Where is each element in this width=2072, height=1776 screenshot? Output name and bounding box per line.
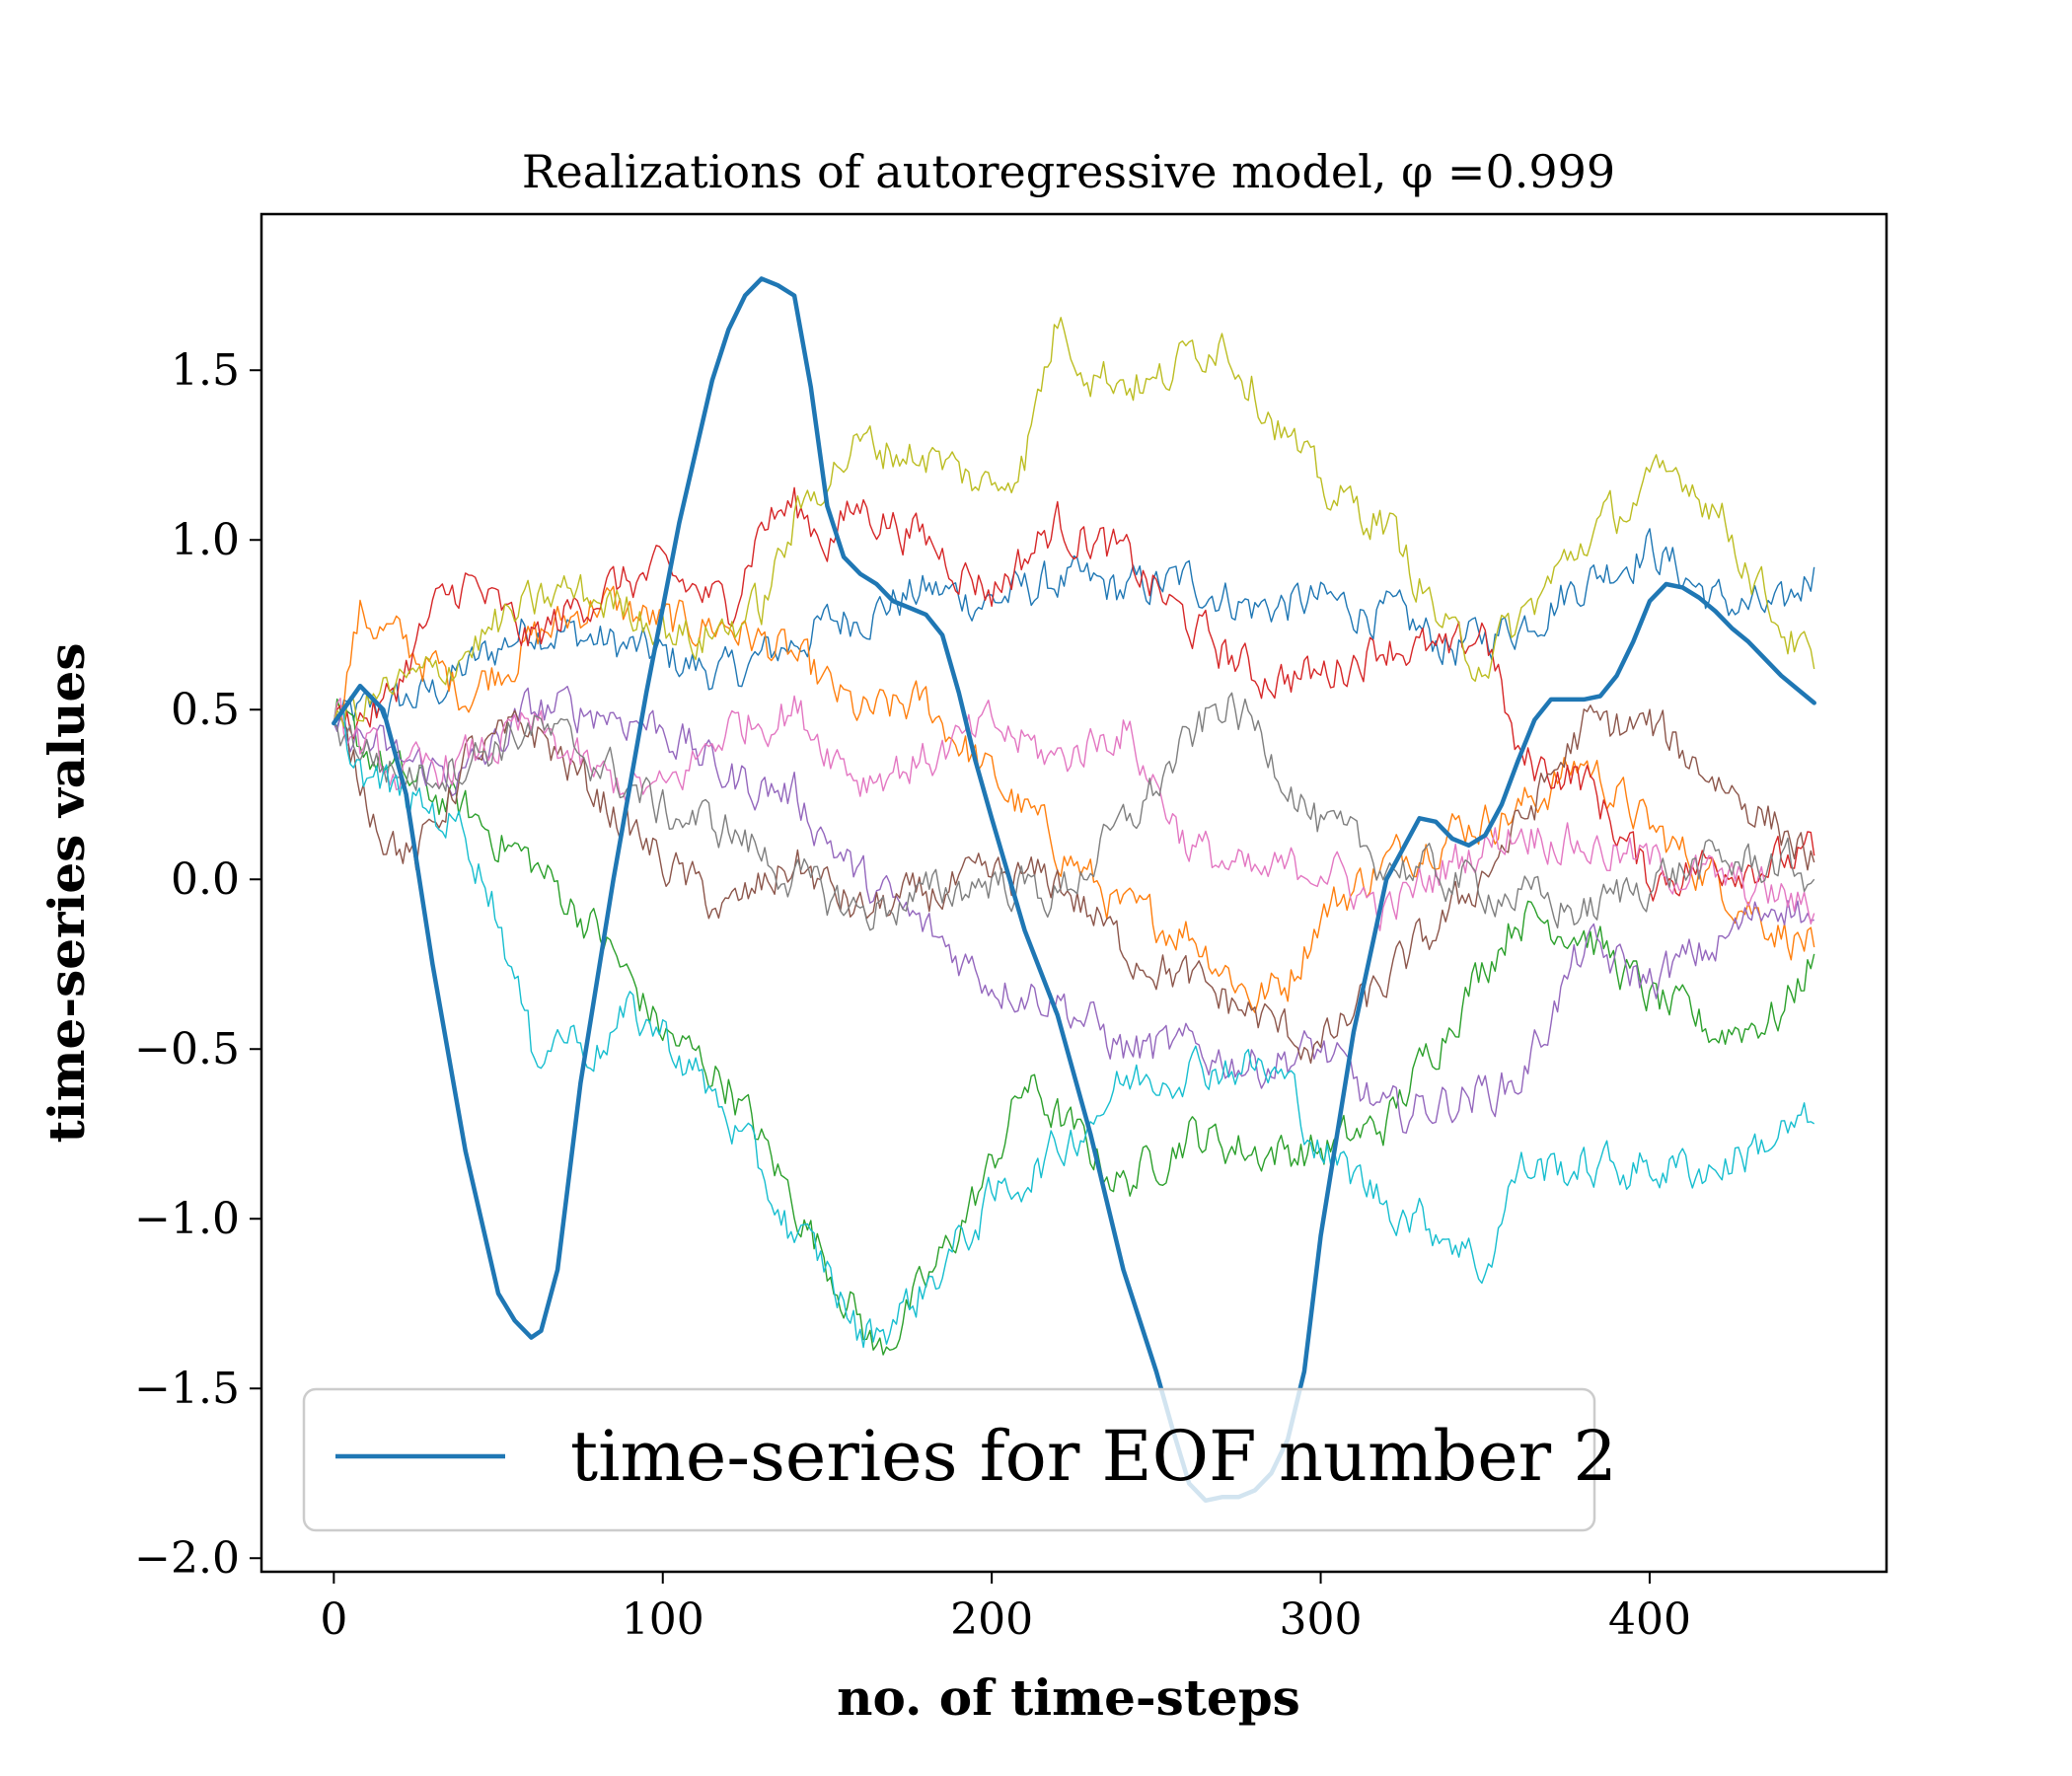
x-tick-label: 300 bbox=[1280, 1594, 1363, 1645]
legend-label: time-series for EOF number 2 bbox=[570, 1416, 1617, 1497]
plot-frame bbox=[259, 212, 1888, 1574]
realization-line-9 bbox=[333, 317, 1815, 727]
realization-line-2 bbox=[333, 585, 1815, 1013]
x-axis-ticks: 0 100 200 300 400 bbox=[320, 1572, 1691, 1645]
y-tick-label: 1.0 bbox=[171, 515, 240, 565]
x-tick-label: 0 bbox=[320, 1594, 347, 1645]
y-tick-label: 0.5 bbox=[171, 685, 240, 735]
x-axis-label: no. of time-steps bbox=[837, 1668, 1300, 1727]
y-tick-label: −1.0 bbox=[134, 1194, 240, 1244]
series-layer bbox=[333, 317, 1815, 1356]
eof-series-line bbox=[332, 276, 1816, 1504]
y-axis-label: time-series values bbox=[37, 643, 96, 1144]
realization-line-4 bbox=[333, 486, 1815, 902]
legend-box bbox=[302, 1387, 1596, 1532]
x-tick-label: 100 bbox=[622, 1594, 704, 1645]
y-tick-label: −1.5 bbox=[134, 1364, 240, 1414]
realization-line-3 bbox=[333, 698, 1815, 1356]
realization-line-5 bbox=[333, 686, 1814, 1134]
y-tick-label: 0.0 bbox=[171, 854, 240, 905]
realization-line-6 bbox=[333, 704, 1815, 1065]
chart-title: Realizations of autoregressive model, φ … bbox=[522, 145, 1615, 198]
y-axis-ticks: −2.0 −1.5 −1.0 −0.5 0.0 0.5 1.0 1.5 bbox=[134, 345, 261, 1584]
realization-line-7 bbox=[333, 695, 1815, 931]
y-tick-label: −0.5 bbox=[134, 1024, 240, 1074]
y-tick-label: −2.0 bbox=[134, 1533, 240, 1584]
realization-line-8 bbox=[333, 692, 1815, 931]
x-tick-label: 400 bbox=[1608, 1594, 1691, 1645]
x-tick-label: 200 bbox=[950, 1594, 1033, 1645]
legend: time-series for EOF number 2 bbox=[302, 1387, 1617, 1532]
realization-line-1 bbox=[333, 528, 1815, 727]
realization-line-10 bbox=[333, 712, 1815, 1349]
main-series-layer bbox=[332, 276, 1816, 1504]
y-tick-label: 1.5 bbox=[171, 345, 240, 396]
